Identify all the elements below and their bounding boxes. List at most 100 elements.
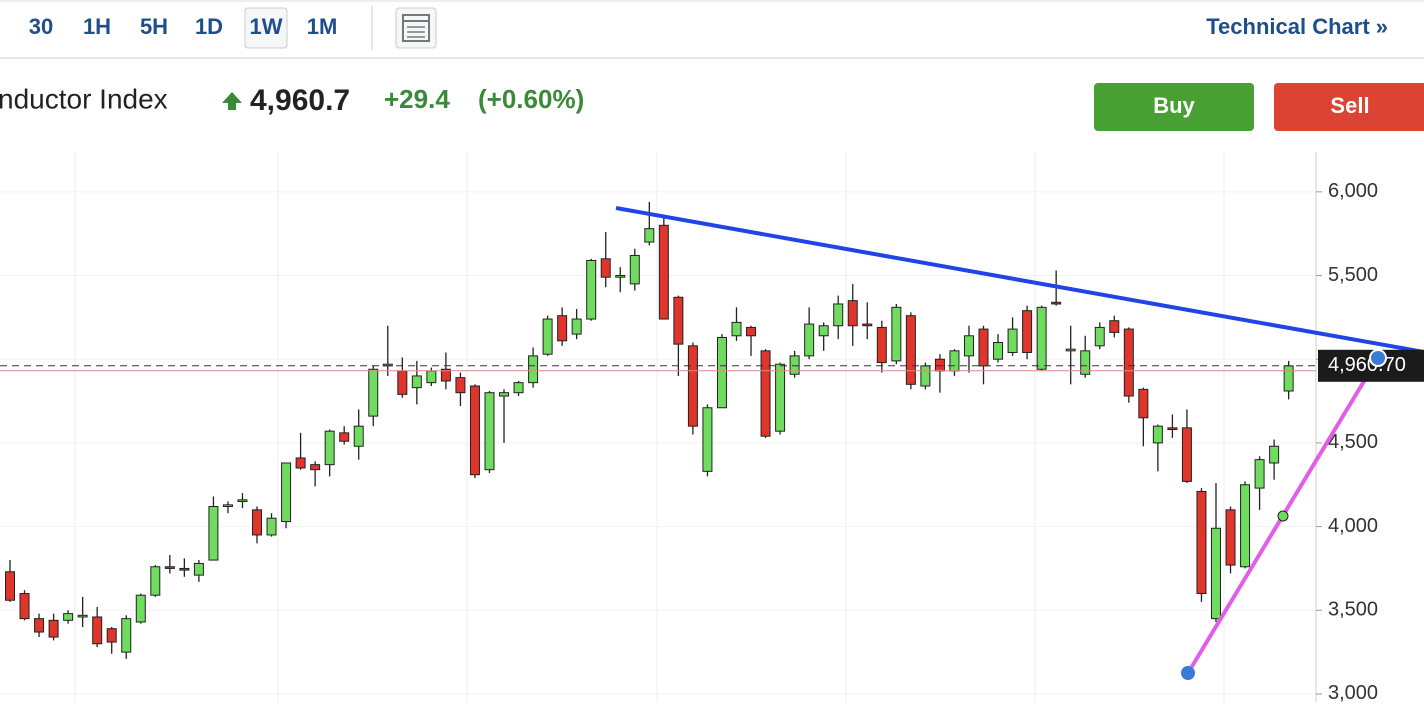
candle-body [615,275,626,278]
trend-handle[interactable] [1181,666,1195,680]
candle-body [716,336,727,409]
candle-body [469,385,480,476]
candle-body [252,509,263,536]
candle-body [513,382,524,394]
y-tick-label: 3,500 [1328,599,1378,621]
buy-label: Buy [1153,93,1195,118]
toolbar [0,0,1424,58]
candle-body [673,296,684,345]
y-tick-label: 4,000 [1328,515,1378,537]
candle-body [963,335,974,357]
candle-body [600,258,611,278]
candle-body [150,566,161,596]
instrument-name: nductor Index [0,83,168,114]
trend-handle[interactable] [1369,349,1387,367]
candle-body [1254,459,1265,489]
candle-body [1269,445,1280,464]
interval-button[interactable]: 1H [83,14,111,39]
candle-body [571,318,582,335]
candle-body [818,325,829,337]
candle-body [499,392,510,397]
candle-body [1138,388,1149,419]
candle-body [295,457,306,469]
buy-button[interactable] [1094,83,1254,131]
candle-body [1094,326,1105,347]
technical-chart-link[interactable]: Technical Chart » [1206,14,1388,39]
interval-button[interactable]: 1W [250,14,283,39]
candle-body [1065,348,1076,352]
candle-body [658,224,669,320]
candle-body [208,506,219,561]
candle-body [557,315,568,342]
candle-body [368,368,379,417]
y-tick-label: 6,000 [1328,180,1378,202]
candle-body [862,323,873,327]
candle-body [702,407,713,472]
candle-body [833,303,844,327]
up-arrow [222,92,242,110]
candle-body [222,504,233,508]
candle-body [775,363,786,432]
last-price-label: 4,960.70 [1328,354,1406,376]
candle-body [1181,427,1192,482]
candle-body [920,365,931,387]
interval-button[interactable]: 1D [195,14,223,39]
candle-body [164,566,175,569]
candle-body [179,567,190,571]
candle-body [629,254,640,285]
candle-body [876,326,887,364]
candle-body [426,370,437,384]
candle-body [411,375,422,389]
candle-body [1051,301,1062,305]
interval-button[interactable]: 30 [29,14,53,39]
candle-body [542,318,553,355]
candle-body [1022,310,1033,354]
candle-body [1109,320,1120,333]
candle-body [339,432,350,442]
candle-body [92,616,103,645]
candle-body [905,315,916,385]
candle-body [993,341,1004,360]
sell-button[interactable] [1274,83,1424,131]
candle-body [1196,490,1207,595]
interval-button[interactable]: 5H [140,14,168,39]
selected-interval-box [244,7,288,49]
candle-body [34,618,45,633]
candle-body [644,228,655,243]
interval-button[interactable]: 1M [307,14,338,39]
candle-body [1225,509,1236,566]
icon-glyph [402,14,430,42]
y-tick-label: 3,000 [1328,682,1378,702]
candle-body [1167,427,1178,431]
candle-body [484,392,495,471]
trend-handle[interactable] [1277,510,1289,522]
candle-body [63,613,74,621]
candle-body [135,594,146,623]
candle-body [237,499,248,502]
candle-body [847,300,858,327]
candle-body [789,355,800,375]
candle-body [5,571,15,601]
candle-body [19,593,30,620]
candle-body [891,306,902,362]
layout-icon[interactable] [395,7,437,49]
candle-body [1036,306,1047,370]
y-tick-label: 5,500 [1328,264,1378,286]
candle-body [949,350,960,372]
candle-body [440,368,451,382]
candle-body [310,464,321,471]
candle-body [528,355,539,384]
candle-body [1080,350,1091,375]
candle-body [1283,365,1294,392]
candle-body [1123,328,1134,397]
candle-body [48,619,59,638]
candle-body [978,328,989,367]
candle-body [324,430,335,466]
candle-body [731,321,742,337]
candle-body [266,517,277,536]
candle-body [455,377,466,394]
candle-body [760,350,771,437]
candle-body [1007,328,1018,354]
candle-body [281,462,292,523]
